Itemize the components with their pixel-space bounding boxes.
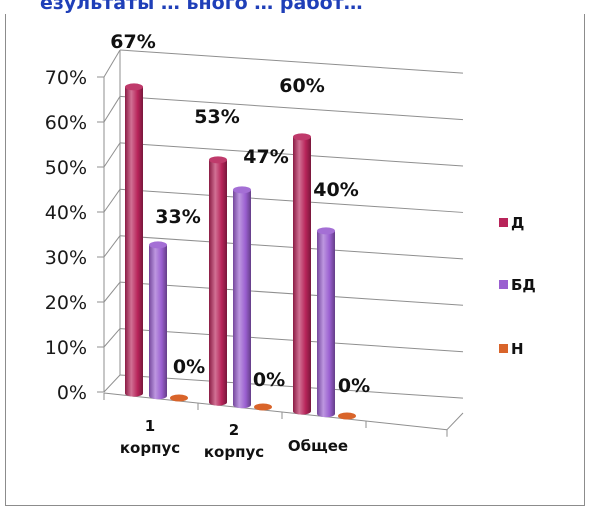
data-label-бд: 47%: [243, 146, 288, 168]
data-label-бд: 40%: [313, 179, 358, 201]
bar-body: [209, 159, 228, 406]
gridlines: [103, 49, 464, 399]
bar-н-1: [170, 394, 188, 402]
x-tick-label: Общее: [288, 437, 348, 455]
gridline-side: [103, 96, 121, 123]
legend-swatch: [499, 280, 508, 289]
legend-swatch: [499, 218, 508, 227]
x-axis-line: [103, 392, 448, 431]
legend-label: БД: [511, 276, 536, 294]
bar-body: [293, 136, 311, 415]
bar-body: [317, 230, 335, 418]
gridline-side: [103, 235, 121, 258]
x-tick-label: корпус: [120, 439, 180, 457]
gridline: [119, 95, 464, 121]
bar-zero-disk: [254, 403, 272, 411]
bar-zero-disk: [170, 394, 188, 402]
bar-д-1: [125, 83, 143, 397]
bar-body: [149, 244, 167, 400]
legend-item-д: Д: [499, 214, 524, 232]
gridline: [119, 281, 464, 306]
gridline-side: [103, 49, 121, 78]
legend-item-бд: БД: [499, 276, 536, 294]
bar-top: [233, 186, 251, 194]
bar-top: [209, 156, 227, 164]
gridline-side: [103, 374, 121, 393]
data-label-д: 60%: [279, 75, 324, 97]
legend-swatch: [499, 344, 508, 353]
bar-top: [149, 241, 167, 249]
data-labels: 67% 33% 0% 53%47% 0% 60% 40% 0%: [110, 31, 370, 397]
chart-title-text: езультаты … ьного … работ…: [40, 0, 363, 14]
data-label-н: 0%: [173, 356, 205, 378]
chart-frame: [5, 14, 585, 506]
y-tick-label: 20%: [45, 292, 87, 314]
bar-н-3: [338, 412, 356, 420]
bar-body: [233, 189, 251, 409]
bar-н-2: [254, 403, 272, 411]
x-tick-label: 1: [145, 417, 155, 435]
gridline: [119, 374, 464, 399]
data-label-д: 53%: [194, 106, 239, 128]
bar-body: [125, 86, 143, 397]
bar-zero-disk: [338, 412, 356, 420]
legend: Д БД Н: [499, 214, 536, 358]
y-tick-label: 30%: [45, 247, 87, 269]
legend-item-н: Н: [499, 340, 524, 358]
bar-top: [317, 227, 335, 235]
data-label-д: 67%: [110, 31, 155, 53]
gridline: [119, 235, 464, 260]
gridline-side: [103, 281, 121, 303]
bar-бд-3: [317, 227, 335, 418]
bar-бд-1: [149, 241, 167, 400]
y-tick-label: 50%: [45, 157, 87, 179]
y-tick-label: 60%: [45, 112, 87, 134]
axes: 0% 10% 20% 30% 40% 50% 60% 70% 1 корпус 2 корпус Общ…: [45, 50, 464, 461]
gridline: [119, 328, 464, 353]
y-tick-label: 40%: [45, 202, 87, 224]
y-tick-label: 70%: [45, 67, 87, 89]
bar-д-2: [209, 156, 228, 406]
data-label-н: 0%: [338, 375, 370, 397]
bar-top: [125, 83, 143, 91]
gridline-side: [103, 188, 121, 213]
legend-label: Д: [511, 214, 524, 232]
chart-title-fragment: езультаты … ьного … работ…: [0, 0, 589, 14]
gridline-side: [103, 328, 121, 348]
data-label-н: 0%: [253, 369, 285, 391]
bar-top: [293, 133, 311, 141]
x-tick-label: 2: [229, 421, 239, 439]
bars: [125, 83, 356, 420]
legend-label: Н: [511, 340, 524, 358]
gridline: [119, 49, 464, 74]
floor-right-edge: [446, 412, 464, 431]
gridline: [119, 142, 464, 167]
bar-д-3: [293, 133, 311, 415]
bar-бд-2: [233, 186, 251, 409]
x-tick-label: корпус: [204, 443, 264, 461]
y-tick-label: 0%: [57, 382, 87, 404]
y-tick-label: 10%: [45, 337, 87, 359]
data-label-бд: 33%: [155, 206, 200, 228]
gridline-side: [103, 142, 121, 168]
gridline: [119, 188, 464, 213]
